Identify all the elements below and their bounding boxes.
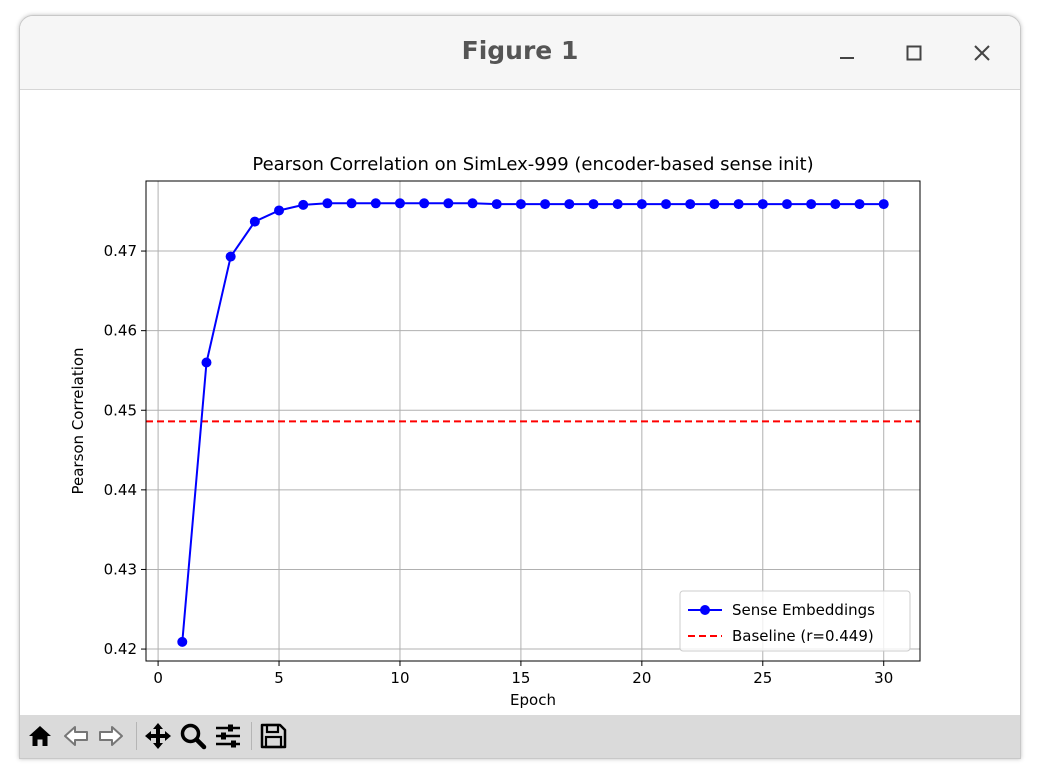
- data-point: [854, 199, 865, 210]
- maximize-icon: [906, 45, 922, 61]
- legend-baseline-label: Baseline (r=0.449): [732, 627, 874, 645]
- y-tick-label: 0.44: [104, 481, 137, 499]
- y-tick-label: 0.45: [104, 401, 137, 419]
- legend-series-label: Sense Embeddings: [732, 601, 875, 619]
- series-line: [181, 202, 884, 642]
- floppy-disk-icon: [260, 723, 287, 749]
- data-point: [612, 199, 623, 210]
- home-icon: [29, 726, 51, 746]
- chart-title: Pearson Correlation on SimLex-999 (encod…: [252, 154, 813, 175]
- data-point: [564, 199, 575, 210]
- line-chart: 0 5 10 15 20 25 30 0.42 0.43 0.44 0.45 0.46 0.47 Pear…: [69, 154, 921, 709]
- close-button[interactable]: [967, 38, 997, 68]
- data-point: [443, 198, 454, 209]
- save-button[interactable]: [258, 721, 288, 751]
- legend-box: [679, 590, 911, 652]
- data-point: [685, 199, 696, 210]
- forward-arrow-icon: [99, 726, 123, 746]
- x-tick-label: 30: [874, 669, 893, 687]
- data-point: [636, 199, 647, 210]
- data-point: [588, 199, 599, 210]
- data-point: [274, 205, 285, 216]
- y-tick-label: 0.47: [104, 242, 137, 260]
- data-point: [491, 199, 502, 210]
- x-tick-label: 10: [390, 669, 409, 687]
- toolbar-separator: [251, 722, 252, 750]
- data-point: [249, 216, 260, 227]
- x-tick-label: 25: [753, 669, 772, 687]
- figure-canvas[interactable]: 0 5 10 15 20 25 30 0.42 0.43 0.44 0.45 0.46 0.47 Pear…: [20, 90, 1020, 715]
- plot-frame: [145, 180, 921, 662]
- move-icon: [145, 723, 171, 749]
- data-point: [661, 199, 672, 210]
- window-title: Figure 1: [461, 36, 579, 65]
- configure-subplots-button[interactable]: [213, 721, 243, 751]
- legend-series-marker: [700, 605, 710, 615]
- back-button[interactable]: [61, 721, 91, 751]
- magnifier-icon: [180, 723, 207, 750]
- x-tick-label: 20: [632, 669, 651, 687]
- data-point: [709, 199, 720, 210]
- y-tick-label: 0.46: [104, 322, 137, 340]
- pan-button[interactable]: [143, 721, 173, 751]
- forward-button[interactable]: [96, 721, 126, 751]
- data-point: [419, 198, 430, 209]
- data-point: [201, 357, 212, 368]
- data-point: [515, 199, 526, 210]
- y-tick-label: 0.43: [104, 560, 137, 578]
- minimize-button[interactable]: [832, 38, 862, 68]
- sliders-icon: [216, 724, 240, 748]
- data-point: [177, 636, 188, 647]
- data-point: [806, 199, 817, 210]
- x-axis-label: Epoch: [510, 691, 556, 709]
- data-point: [781, 199, 792, 210]
- data-point: [225, 251, 236, 262]
- data-point: [540, 199, 551, 210]
- minimize-icon: [840, 57, 854, 59]
- x-tick-label: 0: [153, 669, 163, 687]
- navigation-toolbar: [20, 715, 1020, 758]
- zoom-button[interactable]: [178, 721, 208, 751]
- title-bar[interactable]: Figure 1: [20, 16, 1020, 90]
- data-point: [394, 198, 405, 209]
- close-icon: [974, 45, 990, 61]
- y-axis-label: Pearson Correlation: [69, 347, 87, 494]
- toolbar-separator: [136, 722, 137, 750]
- home-button[interactable]: [25, 721, 55, 751]
- data-point: [733, 199, 744, 210]
- data-point: [298, 199, 309, 210]
- maximize-button[interactable]: [899, 38, 929, 68]
- x-tick-label: 5: [274, 669, 284, 687]
- data-point: [467, 198, 478, 209]
- back-arrow-icon: [64, 726, 88, 746]
- x-tick-label: 15: [511, 669, 530, 687]
- figure-window: Figure 1 0 5 10 15 20 25 30 0.42 0.43 0.44 0.45 0.4…: [19, 15, 1021, 759]
- data-point: [322, 198, 333, 209]
- data-point: [370, 198, 381, 209]
- data-point: [878, 199, 889, 210]
- data-point: [346, 198, 357, 209]
- data-point: [757, 199, 768, 210]
- data-point: [830, 199, 841, 210]
- y-tick-label: 0.42: [104, 640, 137, 658]
